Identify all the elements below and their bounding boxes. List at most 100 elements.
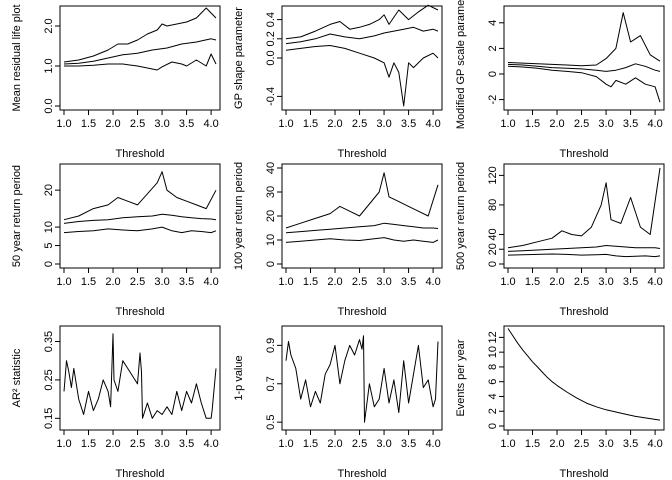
series-line-upper	[286, 5, 438, 39]
series-line-lower	[508, 66, 660, 102]
x-tick-label: 4.0	[425, 438, 440, 450]
x-tick-label: 2.0	[327, 276, 342, 288]
series-line-upper	[508, 13, 660, 66]
y-tick-label: 0.25	[43, 369, 55, 390]
y-tick-label: 40	[265, 162, 277, 174]
x-tick-label: 2.0	[549, 438, 564, 450]
y-tick-label: 10	[487, 346, 499, 358]
x-tick-label: 3.0	[154, 276, 169, 288]
series-line-lower	[508, 254, 660, 257]
x-tick-label: 2.5	[130, 118, 145, 130]
x-tick-label: 1.5	[303, 438, 318, 450]
y-tick-label: 2.0	[43, 18, 55, 33]
x-tick-label: 3.0	[598, 276, 613, 288]
x-tick-label: 4.0	[647, 118, 662, 130]
x-tick-label: 4.0	[425, 118, 440, 130]
x-axis-label: Threshold	[116, 306, 165, 318]
panel-5: 1.0 1.5 2.0 2.5 3.0 3.5 4.0 0 10 20 30 40 Threshold 1…	[233, 162, 442, 318]
y-tick-label: 20	[265, 210, 277, 222]
x-axis-label: Threshold	[116, 148, 165, 160]
x-axis-label: Threshold	[560, 148, 609, 160]
y-tick-label: -2	[487, 95, 499, 105]
y-axis-label: 500 year return period	[455, 162, 467, 270]
y-tick-label: 0	[43, 261, 55, 267]
x-tick-label: 4.0	[203, 276, 218, 288]
series-line-lower	[286, 46, 438, 107]
y-tick-label: 4	[487, 20, 499, 26]
y-tick-label: 120	[487, 166, 499, 184]
x-tick-label: 3.5	[623, 276, 638, 288]
y-tick-label: 10	[43, 221, 55, 233]
y-tick-label: 0.7	[265, 376, 277, 391]
y-tick-label: 40	[487, 228, 499, 240]
series-line-upper	[508, 168, 660, 248]
x-tick-label: 1.5	[303, 276, 318, 288]
y-axis-label: GP shape parameter	[233, 7, 245, 109]
y-tick-label: 4	[487, 393, 499, 399]
y-tick-label: 0	[487, 71, 499, 77]
series-line-statistic	[64, 334, 216, 419]
plot-frame	[504, 326, 664, 430]
y-tick-label: 1.0	[43, 58, 55, 73]
x-tick-label: 1.0	[56, 276, 71, 288]
x-tick-label: 2.0	[105, 118, 120, 130]
x-tick-label: 4.0	[203, 438, 218, 450]
x-tick-label: 2.5	[574, 438, 589, 450]
y-tick-label: 8	[487, 364, 499, 370]
panel-8: 1.0 1.5 2.0 2.5 3.0 3.5 4.0 0.5 0.7 0.9 Threshold 1…	[233, 326, 442, 480]
x-tick-label: 3.0	[154, 438, 169, 450]
y-axis-label: 1-p value	[233, 355, 245, 400]
figure: 1.0 1.5 2.0 2.5 3.0 3.5 4.0 0.0 1.0 2.0 Threshold M…	[0, 0, 672, 480]
x-tick-label: 2.0	[105, 438, 120, 450]
series-line-rate	[508, 329, 660, 421]
x-tick-label: 3.5	[401, 276, 416, 288]
y-axis-label: 50 year return period	[11, 165, 23, 267]
x-tick-label: 2.5	[352, 118, 367, 130]
x-axis-label: Threshold	[560, 468, 609, 480]
x-tick-label: 1.5	[525, 118, 540, 130]
series-line-upper	[64, 172, 216, 220]
x-axis-label: Threshold	[338, 148, 387, 160]
x-axis-label: Threshold	[338, 468, 387, 480]
y-tick-label: 0.4	[265, 12, 277, 27]
series-line-lower	[64, 227, 216, 233]
series-line-estimate	[508, 246, 660, 252]
x-tick-label: 2.5	[574, 276, 589, 288]
series-line-estimate	[286, 27, 438, 43]
x-tick-label: 2.0	[105, 276, 120, 288]
plot-frame	[282, 164, 442, 268]
x-tick-label: 3.0	[598, 438, 613, 450]
x-tick-label: 4.0	[425, 276, 440, 288]
y-tick-label: 20	[487, 243, 499, 255]
y-tick-label: 0	[487, 261, 499, 267]
y-tick-label: 0	[487, 423, 499, 429]
y-axis-label: Mean residual life plot	[11, 4, 23, 111]
y-tick-label: 30	[265, 186, 277, 198]
series-line-upper	[286, 173, 438, 228]
y-tick-label: 12	[487, 331, 499, 343]
x-tick-label: 3.5	[623, 118, 638, 130]
y-tick-label: 0	[265, 261, 277, 267]
x-axis-label: Threshold	[116, 468, 165, 480]
x-tick-label: 1.0	[500, 276, 515, 288]
panel-4: 1.0 1.5 2.0 2.5 3.0 3.5 4.0 0 5 10 20 Threshold 50 y…	[11, 164, 220, 318]
x-tick-label: 4.0	[647, 438, 662, 450]
y-axis-label: Modified GP scale parameter	[455, 0, 467, 129]
x-tick-label: 1.0	[278, 276, 293, 288]
x-tick-label: 1.5	[81, 276, 96, 288]
y-axis-label: AR² statistic	[11, 348, 23, 407]
x-tick-label: 1.0	[56, 118, 71, 130]
series-line-estimate	[286, 223, 438, 233]
x-tick-label: 1.5	[525, 276, 540, 288]
x-tick-label: 3.0	[376, 438, 391, 450]
x-tick-label: 3.0	[598, 118, 613, 130]
x-tick-label: 2.5	[352, 438, 367, 450]
x-tick-label: 3.0	[376, 118, 391, 130]
x-tick-label: 1.5	[81, 118, 96, 130]
x-tick-label: 1.5	[525, 438, 540, 450]
y-tick-label: 80	[487, 199, 499, 211]
x-tick-label: 3.5	[401, 118, 416, 130]
y-tick-label: 0.0	[265, 50, 277, 65]
x-tick-label: 2.0	[327, 438, 342, 450]
y-axis-label: 100 year return period	[233, 162, 245, 270]
